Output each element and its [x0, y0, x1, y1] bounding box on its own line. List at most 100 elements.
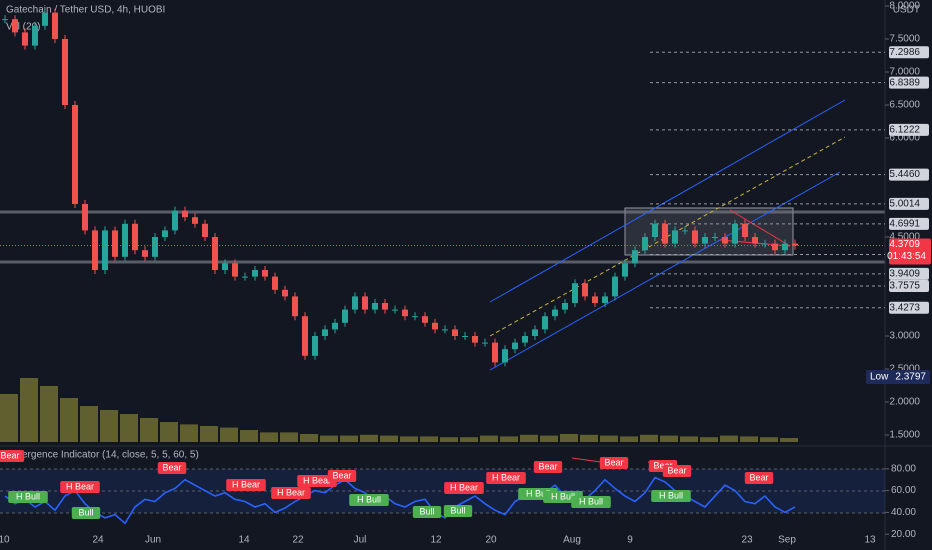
volume-bar — [240, 430, 258, 442]
candle — [572, 283, 578, 303]
candle — [372, 303, 378, 310]
x-tick-label: 14 — [238, 535, 250, 546]
volume-bar — [360, 434, 378, 442]
volume-bar — [140, 418, 158, 442]
candle — [492, 342, 498, 363]
signal-tag — [271, 487, 311, 499]
volume-bar — [540, 435, 558, 442]
candle — [152, 237, 158, 257]
candle — [482, 342, 488, 344]
volume-bar — [420, 436, 438, 442]
candle — [192, 217, 198, 224]
candle — [682, 230, 688, 232]
candle — [472, 336, 478, 343]
level-label: 3.7575 — [889, 281, 920, 292]
candle — [692, 230, 698, 244]
candle — [252, 270, 258, 277]
signal-label: Bear — [0, 450, 19, 460]
signal-label: Bull — [450, 505, 465, 515]
candle — [552, 309, 558, 317]
candle — [122, 223, 128, 257]
signal-label: Bear — [653, 460, 672, 470]
candle — [342, 309, 348, 323]
candle — [502, 349, 508, 363]
volume-bar — [220, 427, 238, 442]
volume-bar — [40, 386, 58, 442]
candle — [2, 19, 8, 21]
volume-bar — [80, 406, 98, 442]
signal-label: H Bull — [659, 490, 683, 500]
volume-bar — [460, 437, 478, 442]
volume-bar — [780, 438, 798, 442]
low-caption: Low — [870, 372, 889, 383]
candle — [712, 237, 718, 238]
signal-label: Bear — [749, 472, 768, 482]
volume-bar — [380, 435, 398, 442]
candle — [222, 263, 228, 270]
signal-tag — [744, 472, 774, 484]
candle — [612, 276, 618, 297]
volume-bar — [260, 432, 278, 442]
candle — [332, 322, 338, 330]
signal-label: H Bear — [66, 481, 94, 491]
candle — [412, 316, 418, 318]
volume-bar — [520, 434, 538, 442]
signal-tag — [662, 465, 692, 477]
x-tick-label: 13 — [864, 535, 876, 546]
indicator-line — [4, 476, 796, 525]
volume-bar — [500, 436, 518, 442]
candle — [322, 329, 328, 336]
candle — [622, 263, 628, 277]
level-label: 5.4460 — [889, 169, 920, 180]
candle — [202, 223, 208, 237]
signal-label: H Bull — [526, 488, 550, 498]
candle — [432, 322, 438, 330]
signal-label: H Bull — [551, 491, 575, 501]
indicator-band — [0, 469, 885, 513]
candle — [582, 283, 588, 297]
candle — [662, 223, 668, 244]
y-tick-label: 7.5000 — [889, 34, 920, 45]
level-label: 5.0014 — [889, 199, 920, 210]
level-tag — [889, 168, 929, 181]
candle — [542, 316, 548, 330]
signal-tag — [71, 507, 101, 519]
level-tag — [889, 46, 929, 59]
volume-bar — [400, 436, 418, 442]
candle — [52, 12, 58, 40]
candle — [12, 19, 18, 33]
signal-tag — [0, 450, 25, 462]
candle — [92, 230, 98, 270]
candle — [62, 39, 68, 105]
volume-label: Vol (20) — [6, 22, 40, 33]
volume-bar — [580, 434, 598, 442]
candle — [512, 342, 518, 350]
candle — [142, 250, 148, 257]
signal-tag — [349, 494, 389, 506]
signal-tag — [443, 505, 473, 517]
signal-label: H Bear — [450, 482, 478, 492]
candle — [792, 243, 798, 246]
x-tick-label: Sep — [778, 535, 796, 546]
candle — [382, 303, 388, 310]
level-label: 4.6991 — [889, 219, 920, 230]
volume-bar — [180, 424, 198, 442]
y-tick-label: 3.0000 — [889, 331, 920, 342]
candle — [182, 210, 188, 218]
level-label: 6.1222 — [889, 125, 920, 136]
signal-label: Bear — [538, 461, 557, 471]
low-label: 2.3797 — [895, 372, 926, 383]
y-tick-label: 1.5000 — [889, 430, 920, 441]
signal-tag — [651, 490, 691, 502]
x-tick-label: 24 — [92, 535, 104, 546]
candle — [722, 237, 728, 244]
volume-bar — [100, 410, 118, 442]
level-tag — [889, 217, 929, 230]
signal-tag — [412, 506, 442, 518]
candle — [442, 329, 448, 331]
signal-tag — [157, 462, 187, 474]
candle — [702, 237, 708, 244]
level-label: 3.9409 — [889, 269, 920, 280]
candle — [782, 243, 788, 251]
